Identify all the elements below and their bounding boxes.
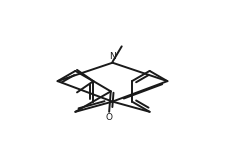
Text: O: O bbox=[106, 113, 113, 122]
Text: N: N bbox=[109, 52, 116, 61]
